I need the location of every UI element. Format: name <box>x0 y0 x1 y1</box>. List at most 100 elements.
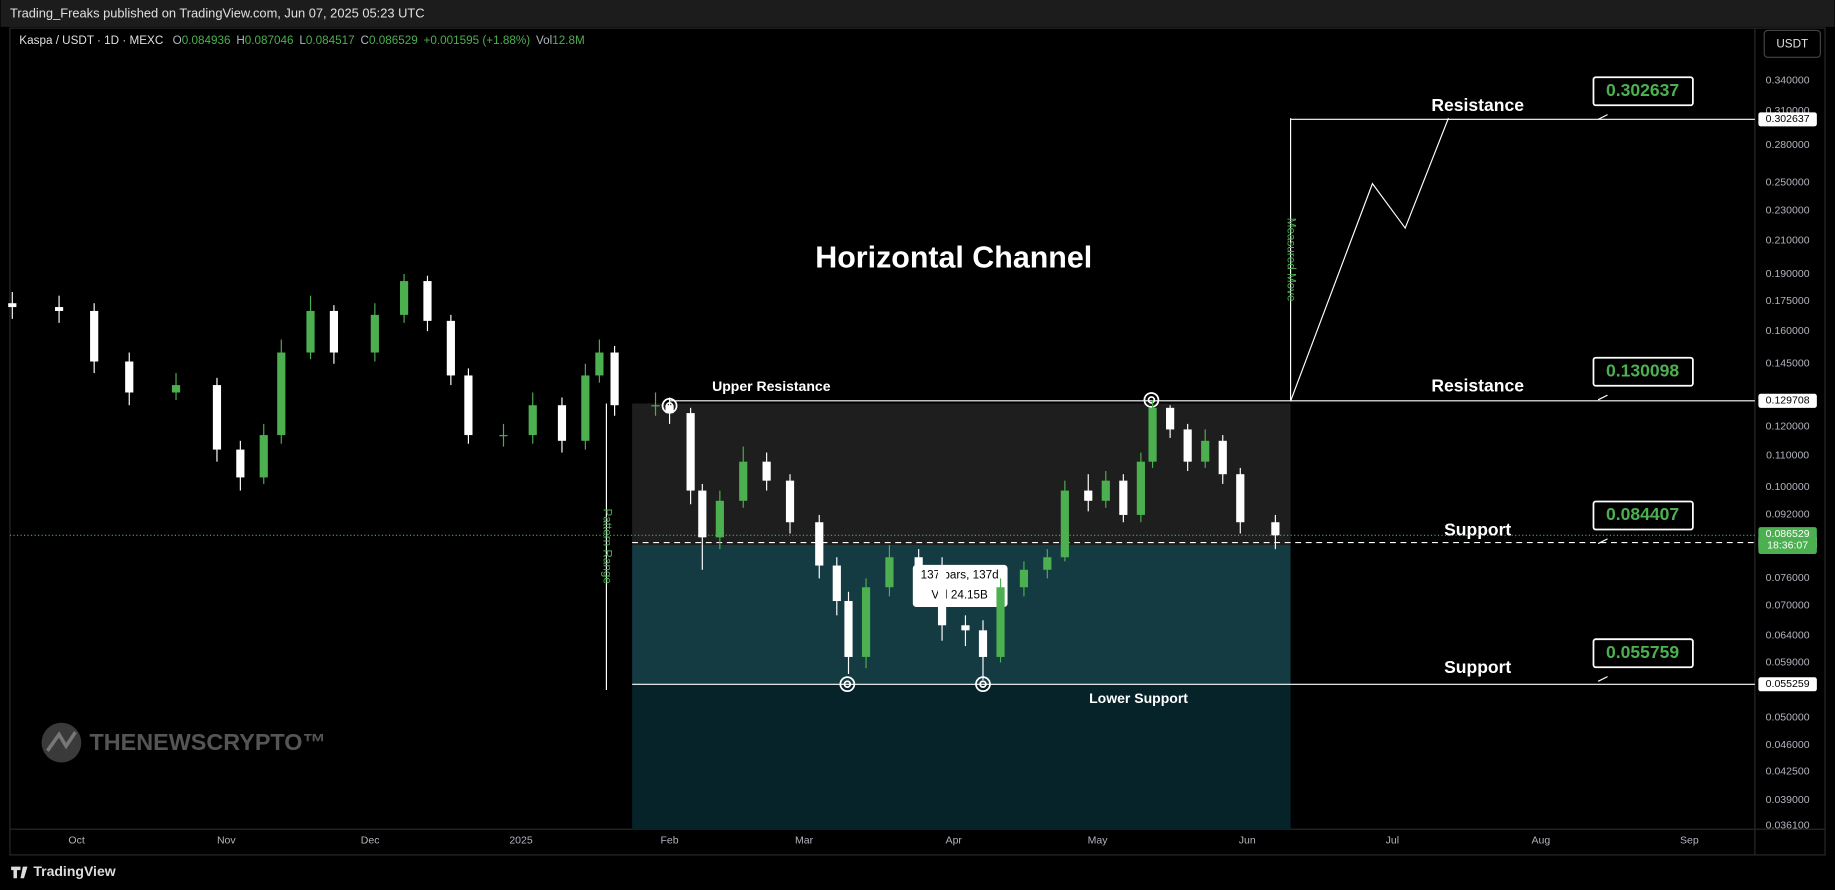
candle-body <box>277 352 286 436</box>
change: +0.001595 (+1.88%) <box>424 34 531 47</box>
candle-body <box>996 587 1005 657</box>
candle-body <box>815 522 824 566</box>
candle-body <box>595 352 604 376</box>
callout-stem <box>1597 538 1608 545</box>
candle-body <box>762 461 771 481</box>
target-name: Support <box>1444 657 1511 677</box>
chart-title: Horizontal Channel <box>815 241 1092 275</box>
candle-body <box>885 557 894 588</box>
candle-body <box>464 375 473 436</box>
target-name: Resistance <box>1431 95 1524 115</box>
y-tick-label: 0.059000 <box>1766 656 1810 668</box>
candle-body <box>1119 480 1128 515</box>
quote-value: 0.087046 <box>245 34 294 47</box>
y-tick-label: 0.039000 <box>1766 794 1810 806</box>
candle-body <box>651 405 660 407</box>
candle-body <box>54 307 64 311</box>
measure-bars: 137 bars, 137d <box>921 568 999 581</box>
candle-body <box>446 320 455 376</box>
candle-body <box>1166 407 1175 430</box>
y-tick-label: 0.050000 <box>1766 711 1810 723</box>
logo-mark <box>45 731 77 752</box>
target-name: Support <box>1444 519 1511 539</box>
x-tick-label: Aug <box>1531 835 1550 847</box>
volume-value: 12.8M <box>552 34 584 47</box>
x-tick-label: 2025 <box>509 835 533 847</box>
currency-button[interactable] <box>1763 29 1821 58</box>
x-tick-label: Sep <box>1680 835 1699 847</box>
candle-body <box>499 435 508 437</box>
candle-body <box>259 435 268 478</box>
callout-stem <box>1597 114 1608 120</box>
x-tick-label: Mar <box>795 835 814 847</box>
candle-body <box>844 601 853 657</box>
quote-key: O <box>173 34 182 47</box>
brand-logo <box>11 866 28 879</box>
last-price-box <box>1758 527 1817 555</box>
frame <box>9 27 1826 856</box>
candle-body <box>914 557 923 566</box>
target-value: 0.055759 <box>1606 642 1679 662</box>
callout-box <box>1592 638 1694 669</box>
x-tick-label: Nov <box>217 835 236 847</box>
price-tag-box <box>1758 112 1817 127</box>
lower-label: Lower Support <box>1089 690 1188 706</box>
candle-body <box>1148 407 1157 462</box>
candle-body <box>399 281 409 315</box>
countdown: 18:36:07 <box>1767 540 1808 552</box>
candle-body <box>212 385 222 450</box>
x-tick-label: Apr <box>946 835 963 847</box>
y-tick-label: 0.340000 <box>1766 74 1810 86</box>
candle-body <box>665 405 674 414</box>
candle-body <box>1201 440 1210 462</box>
price-tag: 0.302637 <box>1766 113 1810 125</box>
candle-body <box>698 490 707 538</box>
candle-body <box>978 630 988 657</box>
candle-body <box>125 361 134 393</box>
quote-value: 0.084936 <box>182 34 231 47</box>
price-tag-box <box>1758 677 1817 692</box>
price-tag: 0.129708 <box>1766 395 1810 407</box>
upper-label: Upper Resistance <box>712 378 831 394</box>
target-value: 0.084407 <box>1606 504 1679 524</box>
candle-body <box>861 587 871 657</box>
y-tick-label: 0.064000 <box>1766 629 1810 641</box>
watermark-logo <box>41 722 82 763</box>
volume-key: Vol <box>536 34 552 47</box>
candle-body <box>171 385 181 393</box>
currency[interactable]: USDT <box>1776 38 1808 51</box>
y-tick-label: 0.190000 <box>1766 268 1810 280</box>
y-tick-label: 0.042500 <box>1766 765 1810 777</box>
x-tick-label: Jun <box>1239 835 1256 847</box>
quote-key: L <box>299 34 306 47</box>
symbol: Kaspa / USDT · 1D · MEXC <box>19 34 163 47</box>
target-value: 0.302637 <box>1606 80 1679 100</box>
target-name: Resistance <box>1431 376 1524 396</box>
callout-box <box>1592 500 1694 531</box>
projection-path <box>1290 117 1450 402</box>
y-tick-label: 0.280000 <box>1766 139 1810 151</box>
candle-body <box>1101 480 1110 501</box>
x-tick-label: Jul <box>1386 835 1399 847</box>
candle-body <box>1060 490 1069 558</box>
quote-key: C <box>360 34 368 47</box>
move-label: Measured Move <box>1284 218 1297 302</box>
range-label: Pattern Range <box>600 508 613 583</box>
candle-body <box>832 565 841 602</box>
quote-value: 0.084517 <box>306 34 355 47</box>
candle-body <box>557 405 567 441</box>
touch-marker <box>1143 392 1160 408</box>
y-tick-label: 0.230000 <box>1766 204 1810 216</box>
x-tick-label: Oct <box>68 835 84 847</box>
candle-body <box>528 405 537 436</box>
callout-stem <box>1597 676 1608 682</box>
callout-stem <box>1597 394 1608 401</box>
target-value: 0.130098 <box>1606 360 1679 380</box>
candle-body <box>1183 429 1192 462</box>
watermark: THENEWSCRYPTO™ <box>89 729 325 755</box>
logo-circle <box>41 722 82 763</box>
candle-body <box>306 310 315 353</box>
callout-box <box>1592 356 1694 387</box>
